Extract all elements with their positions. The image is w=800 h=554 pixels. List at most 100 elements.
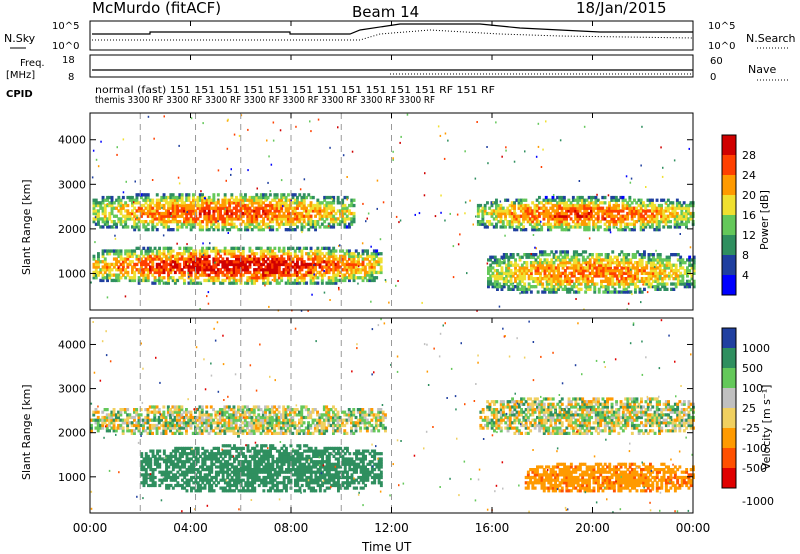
heatmap-cell: [210, 478, 214, 482]
heatmap-cell: [248, 489, 252, 493]
heatmap-cell: [348, 276, 351, 280]
heatmap-cell: [350, 268, 354, 272]
heatmap-cell: [656, 285, 660, 289]
heatmap-cell: [585, 209, 589, 213]
heatmap-cell: [318, 211, 322, 216]
heatmap-cell: [291, 260, 295, 264]
heatmap-cell: [519, 222, 523, 226]
heatmap-cell: [119, 211, 123, 216]
heatmap-cell: [282, 460, 286, 464]
heatmap-cell: [262, 201, 265, 205]
heatmap-cell: [551, 214, 555, 218]
heatmap-cell: [296, 281, 299, 285]
heatmap-cell: [126, 214, 130, 218]
heatmap-cell: [262, 278, 265, 283]
heatmap-cell: [140, 193, 143, 197]
heatmap-cell: [539, 271, 542, 275]
heatmap-cell: [271, 465, 275, 469]
heatmap-cell: [282, 457, 286, 461]
heatmap-cell: [309, 265, 313, 269]
heatmap-cell: [653, 209, 657, 213]
heatmap-cell: [553, 225, 557, 229]
heatmap-cell: [519, 201, 523, 205]
heatmap-cell: [196, 470, 200, 474]
heatmap-cell: [264, 214, 268, 218]
heatmap-cell: [169, 201, 173, 205]
heatmap-cell: [260, 468, 263, 472]
heatmap-cell: [664, 222, 668, 226]
heatmap-cell: [336, 262, 340, 267]
heatmap-cell: [169, 193, 173, 197]
heatmap-cell: [228, 486, 232, 490]
heatmap-cell: [675, 217, 679, 221]
heatmap-cell: [207, 260, 211, 264]
heatmap-cell: [554, 290, 558, 294]
heatmap-speck: [398, 221, 400, 224]
heatmap-cell: [162, 265, 166, 269]
heatmap-cell: [210, 265, 213, 269]
heatmap-cell: [311, 225, 315, 229]
heatmap-cell: [576, 203, 580, 208]
heatmap-cell: [570, 285, 574, 289]
heatmap-cell: [128, 262, 132, 267]
heatmap-cell: [151, 209, 155, 213]
heatmap-cell: [124, 201, 128, 205]
heatmap-cell: [615, 258, 619, 262]
heatmap-cell: [101, 209, 105, 213]
heatmap-cell: [244, 206, 247, 210]
heatmap-cell: [289, 262, 293, 267]
heatmap-cell: [533, 222, 537, 226]
heatmap-cell: [112, 222, 116, 226]
heatmap-cell: [572, 261, 576, 265]
heatmap-cell: [565, 217, 568, 221]
heatmap-cell: [149, 460, 153, 464]
heatmap-cell: [214, 246, 218, 250]
heatmap-cell: [187, 268, 191, 272]
heatmap-cell: [257, 460, 261, 464]
heatmap-cell: [560, 214, 564, 218]
heatmap-cell: [624, 287, 628, 291]
heatmap-cell: [278, 470, 282, 474]
heatmap-cell: [131, 198, 134, 202]
heatmap-cell: [496, 269, 499, 273]
heatmap-cell: [269, 475, 272, 480]
heatmap-cell: [266, 211, 270, 216]
heatmap-cell: [320, 214, 324, 218]
heatmap-cell: [291, 209, 295, 213]
heatmap-cell: [606, 269, 610, 273]
heatmap-cell: [583, 214, 587, 218]
heatmap-cell: [678, 225, 682, 229]
heatmap-cell: [678, 222, 682, 226]
heatmap-cell: [597, 274, 601, 278]
heatmap-speck: [201, 264, 203, 267]
heatmap-speck: [307, 309, 309, 312]
heatmap-cell: [673, 209, 677, 213]
heatmap-speck: [651, 286, 654, 289]
heatmap-cell: [593, 274, 597, 278]
heatmap-cell: [225, 262, 229, 267]
heatmap-speck: [609, 231, 612, 234]
heatmap-speck: [290, 199, 292, 202]
heatmap-cell: [522, 203, 525, 208]
heatmap-cell: [275, 489, 279, 493]
heatmap-cell: [350, 220, 354, 224]
heatmap-cell: [273, 473, 277, 477]
heatmap-cell: [323, 220, 327, 224]
heatmap-cell: [581, 279, 585, 283]
heatmap-cell: [575, 255, 579, 259]
heatmap-cell: [140, 257, 143, 261]
heatmap-cell: [183, 281, 186, 285]
heatmap-cell: [169, 276, 173, 280]
heatmap-speck: [230, 173, 232, 176]
heatmap-cell: [518, 274, 522, 278]
heatmap-cell: [235, 265, 238, 269]
heatmap-cell: [140, 265, 143, 269]
heatmap-cell: [151, 217, 155, 221]
heatmap-cell: [489, 258, 493, 262]
heatmap-cell: [257, 260, 261, 264]
heatmap-cell: [160, 265, 164, 269]
heatmap-cell: [112, 220, 116, 224]
heatmap-cell: [601, 217, 605, 221]
heatmap-cell: [653, 203, 657, 208]
heatmap-cell: [176, 268, 180, 272]
